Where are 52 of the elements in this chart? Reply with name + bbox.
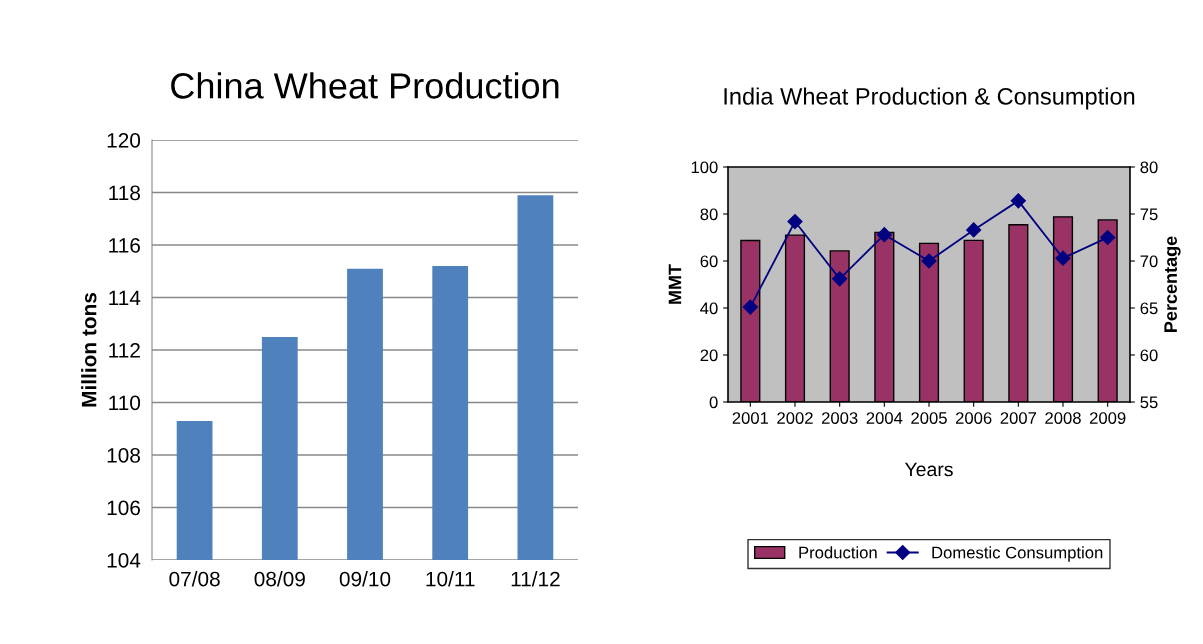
point bbox=[1010, 193, 1026, 209]
point bbox=[1100, 229, 1116, 246]
y-tick-label: 114 bbox=[109, 290, 141, 306]
y-tick-label: 100 bbox=[691, 161, 718, 174]
point bbox=[742, 299, 758, 315]
y-axis-title: Million tons bbox=[81, 292, 97, 407]
y-axis-title: MMT bbox=[668, 264, 682, 304]
y-tick-label: 20 bbox=[700, 349, 718, 362]
y-tick-label: 118 bbox=[109, 185, 140, 201]
x-tick-label: 2007 bbox=[1000, 412, 1037, 424]
y2-tick-label: 75 bbox=[1140, 208, 1158, 221]
chart-title: China Wheat Production bbox=[171, 72, 559, 99]
y2-axis-title: Percentage bbox=[1164, 236, 1181, 332]
point bbox=[1055, 250, 1071, 266]
x-tick-label: 2009 bbox=[1089, 412, 1126, 424]
x-tick-label: 2001 bbox=[732, 412, 769, 424]
x-axis-title: Years bbox=[904, 462, 953, 477]
x-tick-label: 2004 bbox=[866, 412, 903, 424]
x-tick-label: 11/12 bbox=[511, 571, 560, 587]
y2-tick-label: 80 bbox=[1140, 161, 1158, 174]
y2-tick-label: 70 bbox=[1140, 255, 1158, 268]
x-tick-label: 2003 bbox=[821, 412, 858, 424]
y2-tick-label: 65 bbox=[1140, 302, 1158, 315]
y-tick-label: 120 bbox=[107, 133, 141, 148]
point bbox=[787, 213, 803, 230]
x-tick-label: 09/10 bbox=[339, 571, 391, 587]
y-tick-label: 40 bbox=[700, 302, 718, 315]
y-tick-label: 108 bbox=[107, 448, 140, 463]
y-tick-label: 110 bbox=[109, 395, 141, 411]
y-tick-label: 0 bbox=[709, 396, 718, 409]
y-tick-label: 104 bbox=[107, 553, 141, 568]
x-tick-label: 2005 bbox=[911, 412, 947, 424]
point bbox=[832, 271, 848, 287]
y-tick-label: 60 bbox=[700, 255, 718, 268]
x-tick-label: 2006 bbox=[955, 412, 992, 424]
legend-label: Production bbox=[799, 546, 877, 559]
legend-label: Domestic Consumption bbox=[932, 546, 1103, 562]
chart-title: India Wheat Production & Consumption bbox=[724, 87, 1135, 110]
y-tick-label: 106 bbox=[107, 500, 140, 516]
y-tick-label: 80 bbox=[700, 208, 718, 221]
y-tick-label: 112 bbox=[109, 343, 140, 358]
point bbox=[966, 222, 982, 238]
y2-tick-label: 60 bbox=[1140, 349, 1158, 362]
point bbox=[876, 227, 892, 243]
x-tick-label: 08/09 bbox=[254, 571, 305, 587]
x-tick-label: 2008 bbox=[1045, 412, 1081, 424]
x-tick-label: 07/08 bbox=[169, 571, 220, 587]
y2-tick-label: 55 bbox=[1140, 396, 1158, 409]
point bbox=[921, 253, 937, 269]
x-tick-label: 10/11 bbox=[426, 571, 475, 587]
x-tick-label: 2002 bbox=[777, 412, 813, 424]
y-tick-label: 116 bbox=[109, 238, 140, 253]
